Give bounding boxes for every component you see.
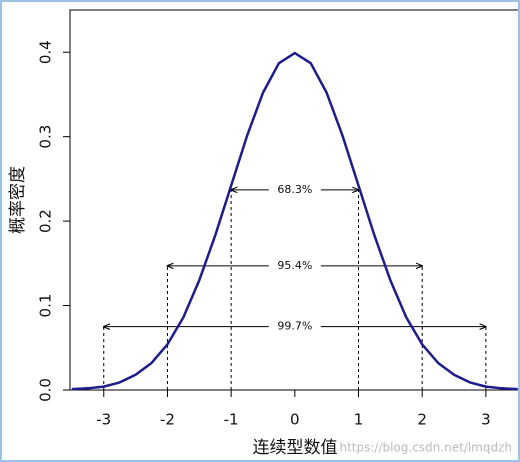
annotation-label: 99.7% (277, 320, 312, 333)
y-tick-label: 0.3 (37, 125, 55, 149)
x-tick-label: -1 (224, 411, 239, 429)
x-tick-label: 1 (354, 411, 364, 429)
x-tick-label: 0 (290, 411, 300, 429)
y-axis-label: 概率密度 (8, 166, 28, 234)
plot-box (69, 9, 518, 391)
annotation-label: 68.3% (277, 183, 312, 196)
y-tick-label: 0.0 (37, 378, 55, 402)
x-tick-label: 2 (417, 411, 427, 429)
watermark: https://blog.csdn.net/lmqdzh (339, 441, 512, 455)
x-tick-label: -3 (96, 411, 111, 429)
annotation-label: 95.4% (277, 259, 312, 272)
x-tick-label: 3 (481, 411, 491, 429)
y-tick-label: 0.1 (37, 294, 55, 318)
x-axis-label: 连续型数值 (253, 438, 338, 458)
density-curve (71, 51, 518, 391)
y-tick-label: 0.4 (37, 40, 55, 64)
x-tick-label: -2 (160, 411, 175, 429)
y-tick-label: 0.2 (37, 209, 55, 233)
